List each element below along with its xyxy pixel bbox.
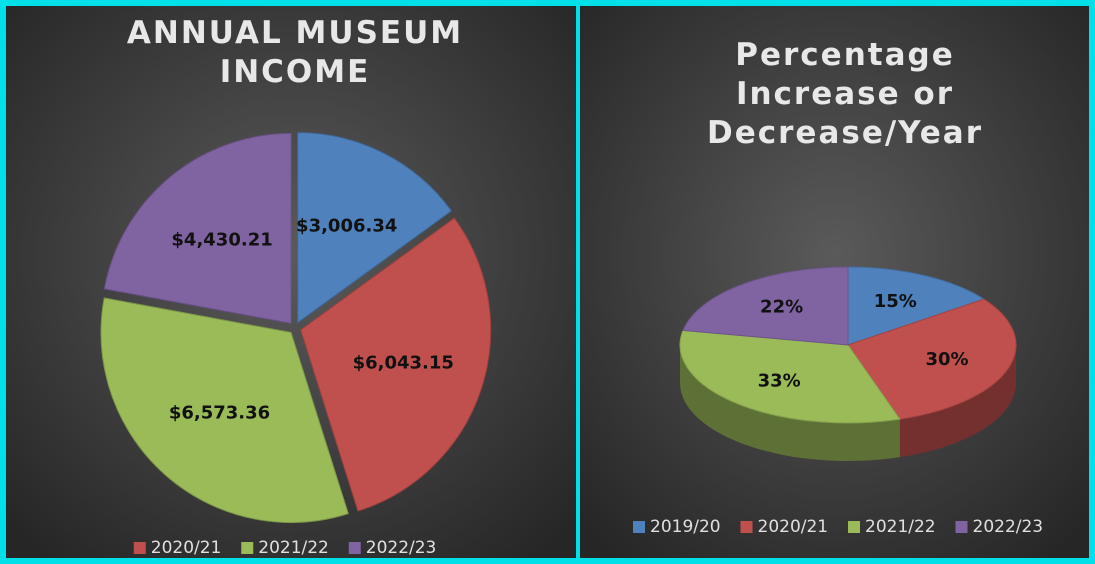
data-label: 30% <box>926 349 969 370</box>
legend-label: 2020/21 <box>151 538 222 558</box>
pie-slice <box>297 132 453 324</box>
pie-side <box>680 345 900 461</box>
pie-slice <box>847 266 986 346</box>
pie-slice <box>100 297 349 523</box>
legend-swatch <box>955 521 968 533</box>
data-label: $6,573.36 <box>169 402 270 423</box>
data-label: $6,043.15 <box>353 353 454 374</box>
legend-label: 2020/21 <box>758 517 829 537</box>
legend-swatch <box>133 542 146 554</box>
chart-title: ANNUAL MUSEUM INCOME <box>126 15 464 90</box>
data-label: 22% <box>760 297 803 318</box>
pie-slice <box>682 266 849 346</box>
legend-label: 2019/20 <box>650 517 721 537</box>
data-label: $4,430.21 <box>171 229 272 250</box>
data-label: 33% <box>758 370 801 391</box>
pie-slice <box>847 298 1017 420</box>
legend-swatch <box>348 542 361 554</box>
pie-slice <box>103 132 292 324</box>
legend-swatch <box>740 521 753 533</box>
legend-swatch <box>633 521 645 533</box>
legend-label: 2022/23 <box>366 538 437 558</box>
pie-slice <box>679 329 901 424</box>
legend-swatch <box>241 542 254 554</box>
chart-title: Percentage Increase or Decrease/Year <box>707 37 983 151</box>
pie-side <box>899 345 1016 458</box>
legend-label: 2022/23 <box>973 517 1044 537</box>
legend-label: 2021/22 <box>258 538 329 558</box>
data-label: 15% <box>874 291 917 312</box>
legend-swatch <box>848 521 860 533</box>
legend-label: 2021/22 <box>865 517 936 537</box>
pie-slice <box>300 217 492 512</box>
data-label: $3,006.34 <box>296 215 397 236</box>
